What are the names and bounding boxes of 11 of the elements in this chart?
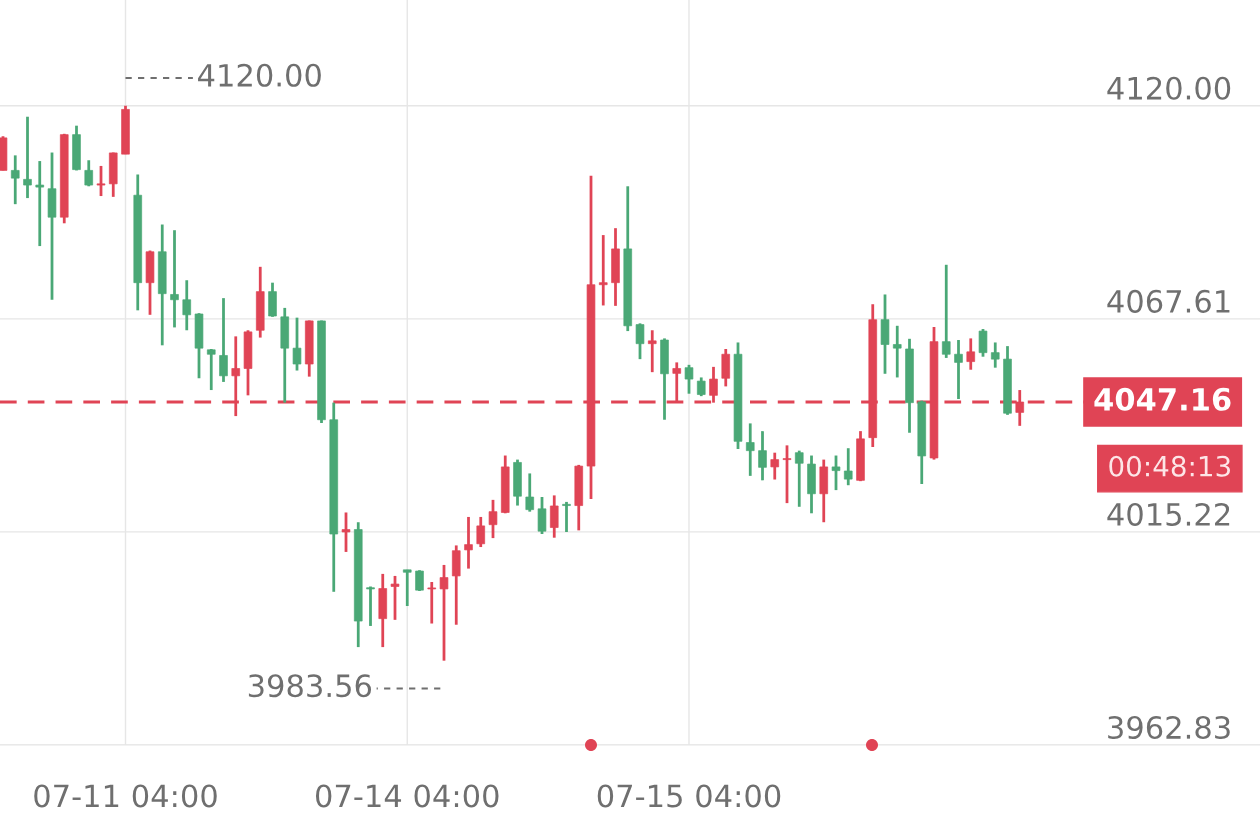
annotation: 4120.00	[198, 63, 321, 87]
y-tick-label: 4120.00	[1107, 76, 1231, 100]
annotation: 3983.56	[248, 674, 372, 698]
x-tick-label: 07-11 04:00	[34, 784, 217, 808]
x-tick-label: 07-15 04:00	[597, 784, 781, 808]
ref-line-label: 4047.16	[1094, 387, 1231, 411]
y-tick-label: 4067.61	[1107, 289, 1230, 313]
y-tick-label: 3962.83	[1108, 715, 1230, 740]
y-tick-label: 4015.22	[1107, 502, 1230, 526]
text: 00:48:13	[1109, 455, 1230, 477]
x-tick-label: 07-14 04:00	[315, 784, 499, 808]
